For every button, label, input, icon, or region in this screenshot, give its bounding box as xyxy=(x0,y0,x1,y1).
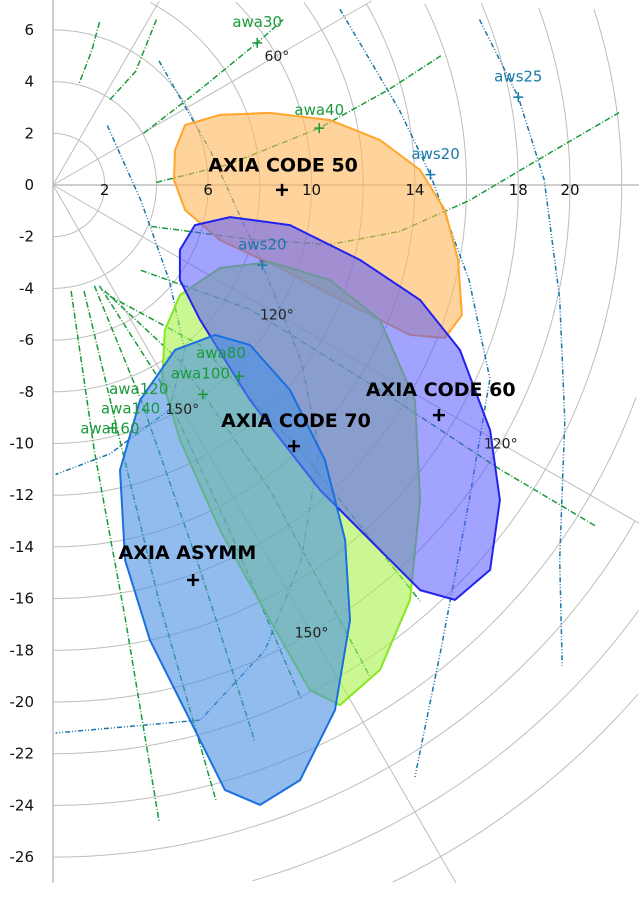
sail-center-marker xyxy=(187,573,200,586)
angle-label: 150° xyxy=(165,402,199,418)
sail-areas xyxy=(119,111,501,806)
x-tick-label: 14 xyxy=(405,181,424,199)
x-tick-label: 2 xyxy=(100,181,110,199)
awa-curve xyxy=(109,19,158,101)
y-tick-label: -22 xyxy=(10,745,35,763)
sail-label: AXIA CODE 50 xyxy=(208,154,358,176)
x-tick-label: 10 xyxy=(302,181,321,199)
y-tick-label: -10 xyxy=(10,435,35,453)
sail-area xyxy=(119,333,351,806)
sail-label: AXIA CODE 60 xyxy=(366,379,516,401)
x-tick-label: 18 xyxy=(509,181,528,199)
awa-curve xyxy=(70,290,160,822)
sail-center-marker xyxy=(432,409,445,422)
aws-curve xyxy=(339,8,491,778)
y-tick-label: 2 xyxy=(24,124,34,142)
awa-label: awa40 xyxy=(294,101,344,119)
y-tick-label: -4 xyxy=(19,279,34,297)
awa-label: awa120 xyxy=(109,380,168,398)
y-tick-label: -12 xyxy=(10,486,35,504)
y-tick-label: 4 xyxy=(24,73,34,91)
y-tick-label: -18 xyxy=(10,641,35,659)
y-tick-label: -14 xyxy=(10,538,35,556)
angle-label: 150° xyxy=(295,626,329,642)
curve-marker xyxy=(252,37,263,48)
curve-marker xyxy=(197,389,208,400)
y-tick-label: -8 xyxy=(19,383,34,401)
curve-marker xyxy=(425,169,436,180)
y-tick-label: -20 xyxy=(10,693,35,711)
aws-label: aws20 xyxy=(411,145,459,163)
chart-labels: 2 6 10 14 18 206420-2-4-6-8-10-12-14-16-18-20… xyxy=(10,0,580,883)
awa-curve xyxy=(78,21,101,85)
sail-center-marker xyxy=(276,183,289,196)
y-tick-label: 0 xyxy=(24,176,34,194)
curve-marker xyxy=(107,422,118,433)
sail-label: AXIA CODE 70 xyxy=(221,410,371,432)
x-tick-label: 6 xyxy=(203,181,213,199)
aws-label: aws20 xyxy=(238,235,286,253)
awa-label: awa30 xyxy=(232,13,282,31)
y-tick-label: -26 xyxy=(10,848,35,866)
angle-label: 120° xyxy=(260,307,294,323)
grid-circle xyxy=(392,693,639,883)
curve-marker xyxy=(513,92,524,103)
curve-marker xyxy=(314,123,325,134)
grid-radial xyxy=(52,0,160,186)
sail-center-marker xyxy=(287,440,300,453)
aws-curve xyxy=(478,19,566,666)
curve-marker xyxy=(257,260,268,271)
awa-curve xyxy=(143,19,284,134)
aws-label: aws25 xyxy=(494,67,542,85)
y-tick-label: 6 xyxy=(24,21,34,39)
awa-label: awa140 xyxy=(101,400,160,418)
curve-marker xyxy=(234,371,245,382)
awa-label: awa100 xyxy=(171,365,230,383)
awa-label: awa80 xyxy=(196,344,246,362)
y-tick-label: -16 xyxy=(10,590,35,608)
grid-circle xyxy=(52,397,637,806)
sail-label: AXIA ASYMM xyxy=(119,542,257,564)
y-tick-label: -24 xyxy=(10,796,35,814)
angle-label: 120° xyxy=(484,437,518,453)
grid-radial xyxy=(52,0,372,186)
y-tick-label: -2 xyxy=(19,228,34,246)
angle-label: 60° xyxy=(264,49,289,65)
grid-circle xyxy=(252,610,640,882)
y-tick-label: -6 xyxy=(19,331,34,349)
x-tick-label: 20 xyxy=(560,181,579,199)
